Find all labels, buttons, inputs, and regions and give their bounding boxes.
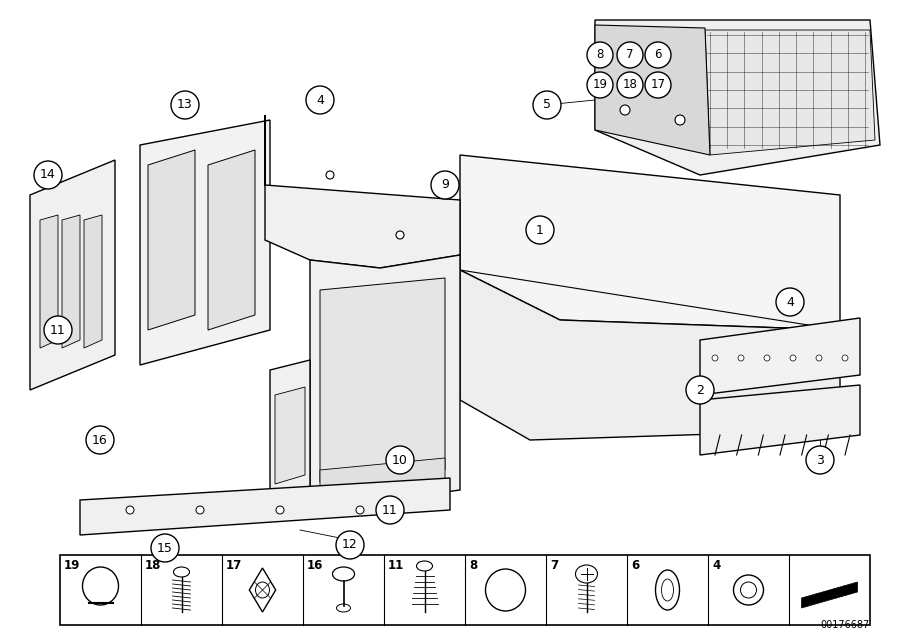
- Polygon shape: [460, 155, 840, 330]
- Circle shape: [617, 72, 643, 98]
- Circle shape: [790, 355, 796, 361]
- Circle shape: [587, 42, 613, 68]
- Polygon shape: [148, 150, 195, 330]
- Text: 6: 6: [654, 48, 662, 62]
- Polygon shape: [140, 120, 270, 365]
- Polygon shape: [700, 318, 860, 395]
- Text: 16: 16: [307, 559, 323, 572]
- Circle shape: [34, 161, 62, 189]
- Circle shape: [842, 355, 848, 361]
- Polygon shape: [595, 25, 710, 155]
- Circle shape: [196, 506, 204, 514]
- Polygon shape: [320, 278, 445, 482]
- Circle shape: [386, 446, 414, 474]
- Text: 10: 10: [392, 453, 408, 466]
- Circle shape: [526, 216, 554, 244]
- Text: 4: 4: [316, 93, 324, 106]
- Circle shape: [171, 91, 199, 119]
- Circle shape: [675, 115, 685, 125]
- Polygon shape: [802, 582, 858, 608]
- Polygon shape: [40, 215, 58, 348]
- Text: 19: 19: [64, 559, 80, 572]
- Text: 6: 6: [631, 559, 639, 572]
- Text: 9: 9: [441, 179, 449, 191]
- Text: 17: 17: [226, 559, 242, 572]
- Circle shape: [86, 426, 114, 454]
- Text: 18: 18: [145, 559, 161, 572]
- Circle shape: [306, 86, 334, 114]
- Circle shape: [376, 496, 404, 524]
- Circle shape: [396, 231, 404, 239]
- Text: 2: 2: [696, 384, 704, 396]
- Text: 17: 17: [651, 78, 665, 92]
- Text: 4: 4: [786, 296, 794, 308]
- Text: 11: 11: [382, 504, 398, 516]
- Text: 7: 7: [550, 559, 558, 572]
- Text: 19: 19: [592, 78, 608, 92]
- Text: 11: 11: [388, 559, 404, 572]
- Text: 16: 16: [92, 434, 108, 446]
- Text: 13: 13: [177, 99, 193, 111]
- Text: 15: 15: [158, 541, 173, 555]
- Text: 1: 1: [536, 223, 544, 237]
- Text: 5: 5: [543, 99, 551, 111]
- Circle shape: [44, 316, 72, 344]
- Circle shape: [126, 506, 134, 514]
- Circle shape: [431, 171, 459, 199]
- Bar: [60, 555, 870, 625]
- Polygon shape: [30, 160, 115, 390]
- Polygon shape: [275, 387, 305, 484]
- Circle shape: [764, 355, 770, 361]
- Polygon shape: [62, 215, 80, 348]
- Text: 4: 4: [712, 559, 720, 572]
- Polygon shape: [700, 385, 860, 455]
- Circle shape: [336, 531, 364, 559]
- Circle shape: [326, 171, 334, 179]
- Circle shape: [738, 355, 744, 361]
- Polygon shape: [460, 270, 840, 440]
- Text: 8: 8: [597, 48, 604, 62]
- Polygon shape: [208, 150, 255, 330]
- Circle shape: [533, 91, 561, 119]
- Circle shape: [151, 534, 179, 562]
- Polygon shape: [265, 115, 460, 268]
- Text: 7: 7: [626, 48, 634, 62]
- Circle shape: [712, 355, 718, 361]
- Text: 12: 12: [342, 539, 358, 551]
- Circle shape: [816, 355, 822, 361]
- Circle shape: [587, 72, 613, 98]
- Circle shape: [617, 42, 643, 68]
- Text: 8: 8: [469, 559, 477, 572]
- Text: 18: 18: [623, 78, 637, 92]
- Circle shape: [645, 42, 671, 68]
- Circle shape: [776, 288, 804, 316]
- Polygon shape: [320, 458, 445, 502]
- Circle shape: [806, 446, 834, 474]
- Polygon shape: [595, 20, 880, 175]
- Circle shape: [356, 506, 364, 514]
- Circle shape: [686, 376, 714, 404]
- Polygon shape: [705, 30, 875, 155]
- Circle shape: [645, 72, 671, 98]
- Polygon shape: [80, 478, 450, 535]
- Text: 00176687: 00176687: [821, 620, 870, 630]
- Circle shape: [276, 506, 284, 514]
- Text: 3: 3: [816, 453, 824, 466]
- Polygon shape: [270, 360, 310, 508]
- Circle shape: [620, 105, 630, 115]
- Text: 14: 14: [40, 169, 56, 181]
- Polygon shape: [84, 215, 102, 348]
- Polygon shape: [310, 255, 460, 505]
- Text: 11: 11: [50, 324, 66, 336]
